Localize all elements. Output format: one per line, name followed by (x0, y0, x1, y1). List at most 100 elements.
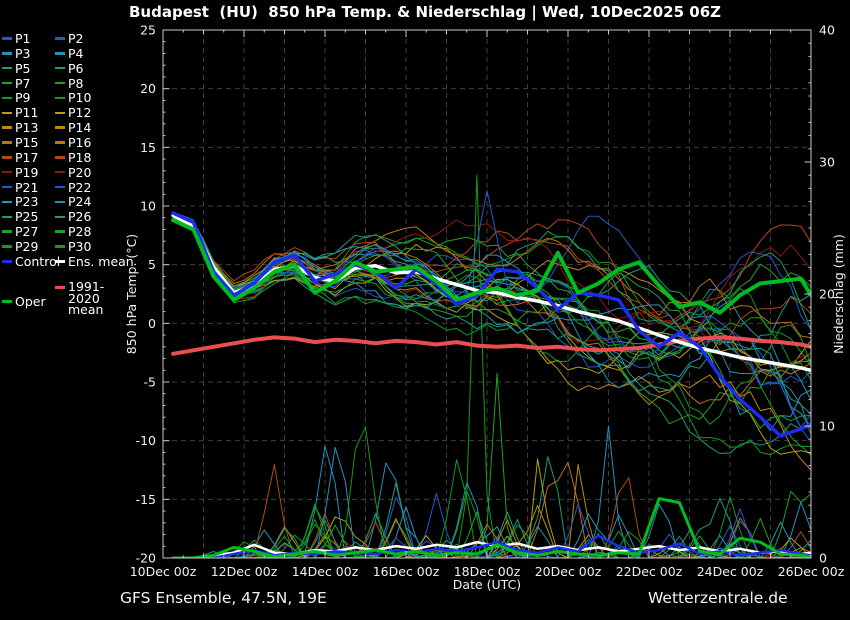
member-precip-line (172, 519, 811, 558)
legend-item-p15-swatch (2, 141, 12, 144)
member-temp-line (172, 213, 811, 447)
member-temp-line (172, 216, 811, 415)
legend-item-p18-label: P18 (68, 149, 92, 165)
legend-item-p9-label: P9 (15, 90, 31, 106)
member-precip-line (172, 513, 811, 558)
legend-item-p7: P7 (2, 76, 31, 91)
legend-item-p4: P4 (55, 46, 84, 61)
legend-item-p5: P5 (2, 61, 31, 76)
legend-item-p20-label: P20 (68, 164, 92, 180)
legend-item-control: Control (2, 254, 60, 269)
legend-item-p13-swatch (2, 126, 12, 129)
x-tick-label: 26Dec 00z (778, 564, 845, 579)
legend-item-p25-label: P25 (15, 209, 39, 225)
x-tick-label: 14Dec 00z (292, 564, 359, 579)
legend-item-p12-label: P12 (68, 105, 92, 121)
x-tick-label: 22Dec 00z (616, 564, 683, 579)
legend-item-p9-swatch (2, 96, 12, 100)
legend-item-p20: P20 (55, 165, 91, 180)
legend-item-p29-swatch (2, 245, 12, 248)
right-tick-label: 20 (819, 287, 835, 302)
legend-item-ens-mean-swatch (55, 260, 65, 263)
x-tick-label: 20Dec 00z (535, 564, 602, 579)
legend-item-p16: P16 (55, 135, 91, 150)
legend-item-p4-label: P4 (68, 45, 84, 61)
legend-item-p1-label: P1 (15, 31, 31, 46)
left-tick-label: 10 (140, 199, 156, 214)
left-tick-label: 20 (140, 81, 156, 96)
legend-item-p11: P11 (2, 105, 38, 120)
legend-item-oper-label: Oper (15, 294, 46, 309)
member-precip-line (172, 549, 811, 558)
legend-item-p15-label: P15 (15, 135, 39, 151)
left-tick-label: -10 (136, 433, 156, 448)
legend-item-p12: P12 (55, 105, 91, 120)
legend-item-p8-swatch (55, 81, 65, 85)
left-tick-label: 5 (148, 257, 156, 272)
x-tick-label: 24Dec 00z (697, 564, 764, 579)
member-precip-line (172, 463, 811, 558)
legend-item-p27-label: P27 (15, 224, 39, 240)
right-tick-label: 40 (819, 23, 835, 38)
member-precip-line (172, 464, 811, 558)
legend-item-p28-swatch (55, 230, 65, 233)
legend-item-p27-swatch (2, 230, 12, 233)
legend-item-p2-label: P2 (68, 31, 84, 46)
left-tick-label: 0 (148, 316, 156, 331)
legend-item-p24-label: P24 (68, 194, 92, 210)
legend-item-p11-label: P11 (15, 105, 39, 121)
legend-item-p1: P1 (2, 31, 31, 46)
legend-item-p7-swatch (2, 81, 12, 85)
member-temp-line (172, 216, 811, 443)
legend-item-p6-label: P6 (68, 60, 84, 76)
legend-item-ens-mean: Ens. mean (55, 254, 134, 269)
legend-item-p15: P15 (2, 135, 38, 150)
legend-item-p23-label: P23 (15, 194, 39, 210)
legend-item-p14: P14 (55, 120, 91, 135)
legend-item-climate-mean-label: 1991-2020 mean (68, 279, 105, 317)
legend-item-p10: P10 (55, 90, 91, 105)
legend-item-p20-swatch (55, 170, 65, 174)
member-temp-line (172, 213, 811, 432)
left-tick-label: -5 (144, 375, 156, 390)
legend-item-p13-label: P13 (15, 120, 39, 136)
oper-precip-line (171, 497, 811, 558)
legend-item-p8-label: P8 (68, 75, 84, 91)
legend-item-p16-label: P16 (68, 135, 92, 151)
left-axis-title: 850 hPa Temp. (°C) (124, 234, 139, 354)
legend-item-p17: P17 (2, 150, 38, 165)
legend-item-p19-swatch (2, 170, 12, 174)
legend-item-p2: P2 (55, 31, 84, 46)
legend-item-p4-swatch (55, 52, 65, 55)
legend-item-p22-label: P22 (68, 179, 92, 195)
legend-item-p3-swatch (2, 52, 12, 55)
legend-item-p17-swatch (2, 156, 12, 159)
legend-item-oper-swatch (2, 300, 12, 303)
1991-2020-mean-temp-line (171, 335, 811, 356)
member-temp-line (172, 215, 811, 339)
legend-item-p16-swatch (55, 141, 65, 144)
legend-item-p10-swatch (55, 96, 65, 100)
member-temp-line (172, 216, 811, 324)
legend-item-p18: P18 (55, 150, 91, 165)
legend-item-p30: P30 (55, 239, 91, 254)
member-precip-line (172, 503, 811, 558)
legend-item-p6: P6 (55, 61, 84, 76)
legend-item-p14-swatch (55, 126, 65, 129)
x-tick-label: 10Dec 00z (130, 564, 197, 579)
legend-item-p7-label: P7 (15, 75, 31, 91)
legend-item-p8: P8 (55, 76, 84, 91)
legend-item-p27: P27 (2, 224, 38, 239)
member-precip-line (172, 511, 811, 558)
right-tick-label: 30 (819, 155, 835, 170)
legend-item-p30-swatch (55, 245, 65, 248)
legend-item-p28-label: P28 (68, 224, 92, 240)
legend-item-p10-label: P10 (68, 90, 92, 106)
legend-item-p11-swatch (2, 111, 12, 115)
legend-item-climate-mean-swatch (55, 286, 65, 289)
left-tick-label: 15 (140, 140, 156, 155)
legend-item-p1-swatch (2, 37, 12, 40)
legend: P1 P2 P3 P4 P5 P6 P7 P8 P9 P10 P11 P12 P13 P14 P15 P16 P… (0, 0, 160, 330)
legend-item-p25-swatch (2, 215, 12, 219)
